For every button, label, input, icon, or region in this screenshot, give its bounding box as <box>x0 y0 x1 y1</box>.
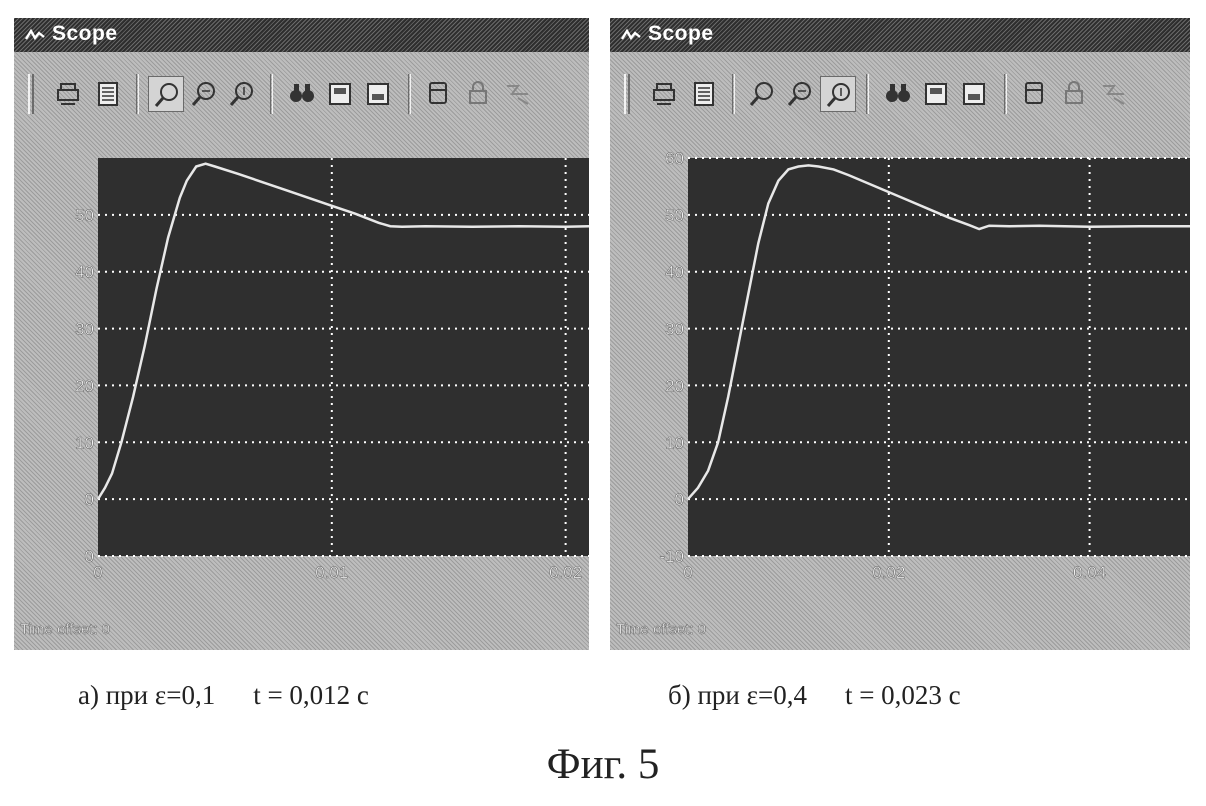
y-tick-label: 10 <box>665 433 684 452</box>
x-tick-label: 0.01 <box>315 563 348 582</box>
toolbar-separator <box>136 74 139 114</box>
zoom-y-button[interactable] <box>820 76 856 112</box>
plot-area <box>688 158 1190 556</box>
title-bar: Scope <box>14 18 589 52</box>
title-bar: Scope <box>610 18 1190 52</box>
save-axes-icon <box>918 76 954 112</box>
y-tick-label: 30 <box>75 320 94 339</box>
scope-window-a: Scope 00102030405000.010.02 Time offset:… <box>14 18 589 650</box>
print-button[interactable] <box>646 76 682 112</box>
y-tick-label: 50 <box>75 206 94 225</box>
lock-axes-button[interactable] <box>460 76 496 112</box>
y-tick-label: 20 <box>75 376 94 395</box>
zoom-button[interactable] <box>744 76 780 112</box>
zoom-y-icon <box>821 77 857 113</box>
y-tick-label: 10 <box>75 433 94 452</box>
zoom-x-icon <box>186 76 222 112</box>
y-tick-label: 50 <box>665 206 684 225</box>
scope-window-icon <box>24 27 46 43</box>
floating-scope-button[interactable] <box>420 76 456 112</box>
zoom-x-icon <box>782 76 818 112</box>
signal-selector-button[interactable] <box>500 76 536 112</box>
toolbar-grip[interactable] <box>624 74 630 114</box>
floating-scope-button[interactable] <box>1016 76 1052 112</box>
y-tick-label: 60 <box>665 149 684 168</box>
y-tick-label: 0 <box>85 490 94 509</box>
print-icon <box>646 76 682 112</box>
zoom-y-icon <box>224 76 260 112</box>
restore-axes-button[interactable] <box>360 76 396 112</box>
scope-window-icon <box>620 27 642 43</box>
zoom-icon <box>149 77 185 113</box>
toolbar-separator <box>1004 74 1007 114</box>
y-tick-label: 30 <box>665 320 684 339</box>
scope-plot-b: -10010203040506000.020.04 <box>610 128 1190 628</box>
signal-selector-button[interactable] <box>1096 76 1132 112</box>
save-axes-button[interactable] <box>322 76 358 112</box>
y-tick-label: -10 <box>659 547 684 566</box>
y-tick-label: 20 <box>665 376 684 395</box>
autoscale-button[interactable] <box>284 76 320 112</box>
caption-b-time: t = 0,023 с <box>845 680 961 710</box>
caption-a: а) при ε=0,1 t = 0,012 с <box>78 680 369 711</box>
y-tick-label: 0 <box>675 490 684 509</box>
zoom-x-button[interactable] <box>186 76 222 112</box>
print-icon <box>50 76 86 112</box>
toolbar-separator <box>408 74 411 114</box>
signal-selector-icon <box>1096 76 1132 112</box>
plot-area <box>98 158 589 556</box>
toolbar <box>610 52 1190 128</box>
restore-axes-icon <box>956 76 992 112</box>
toolbar-grip[interactable] <box>28 74 34 114</box>
save-axes-icon <box>322 76 358 112</box>
lock-axes-icon <box>1056 76 1092 112</box>
caption-b-condition: б) при ε=0,4 <box>668 680 807 710</box>
zoom-x-button[interactable] <box>782 76 818 112</box>
floating-scope-icon <box>420 76 456 112</box>
print-button[interactable] <box>50 76 86 112</box>
autoscale-button[interactable] <box>880 76 916 112</box>
restore-axes-icon <box>360 76 396 112</box>
caption-b: б) при ε=0,4 t = 0,023 с <box>668 680 961 711</box>
autoscale-icon <box>880 76 916 112</box>
toolbar-separator <box>270 74 273 114</box>
restore-axes-button[interactable] <box>956 76 992 112</box>
figure-label: Фиг. 5 <box>0 740 1206 789</box>
floating-scope-icon <box>1016 76 1052 112</box>
signal-selector-icon <box>500 76 536 112</box>
scope-window-b: Scope -10010203040506000.020.04 Time off… <box>610 18 1190 650</box>
caption-a-condition: а) при ε=0,1 <box>78 680 215 710</box>
toolbar-separator <box>732 74 735 114</box>
caption-a-time: t = 0,012 с <box>253 680 369 710</box>
parameters-icon <box>686 76 722 112</box>
save-axes-button[interactable] <box>918 76 954 112</box>
autoscale-icon <box>284 76 320 112</box>
toolbar-separator <box>866 74 869 114</box>
x-tick-label: 0 <box>683 563 692 582</box>
zoom-button[interactable] <box>148 76 184 112</box>
x-tick-label: 0 <box>93 563 102 582</box>
y-tick-label: 40 <box>665 263 684 282</box>
zoom-icon <box>744 76 780 112</box>
window-title: Scope <box>648 22 714 46</box>
x-tick-label: 0.02 <box>549 563 582 582</box>
x-tick-label: 0.02 <box>872 563 905 582</box>
parameters-button[interactable] <box>90 76 126 112</box>
lock-axes-button[interactable] <box>1056 76 1092 112</box>
scope-plot-a: 00102030405000.010.02 <box>14 128 589 628</box>
parameters-icon <box>90 76 126 112</box>
zoom-y-button[interactable] <box>224 76 260 112</box>
parameters-button[interactable] <box>686 76 722 112</box>
x-tick-label: 0.04 <box>1073 563 1106 582</box>
window-title: Scope <box>52 22 118 46</box>
time-offset-label: Time offset: 0 <box>616 621 706 638</box>
toolbar <box>14 52 589 128</box>
lock-axes-icon <box>460 76 496 112</box>
y-tick-label: 40 <box>75 263 94 282</box>
time-offset-label: Time offset: 0 <box>20 621 110 638</box>
